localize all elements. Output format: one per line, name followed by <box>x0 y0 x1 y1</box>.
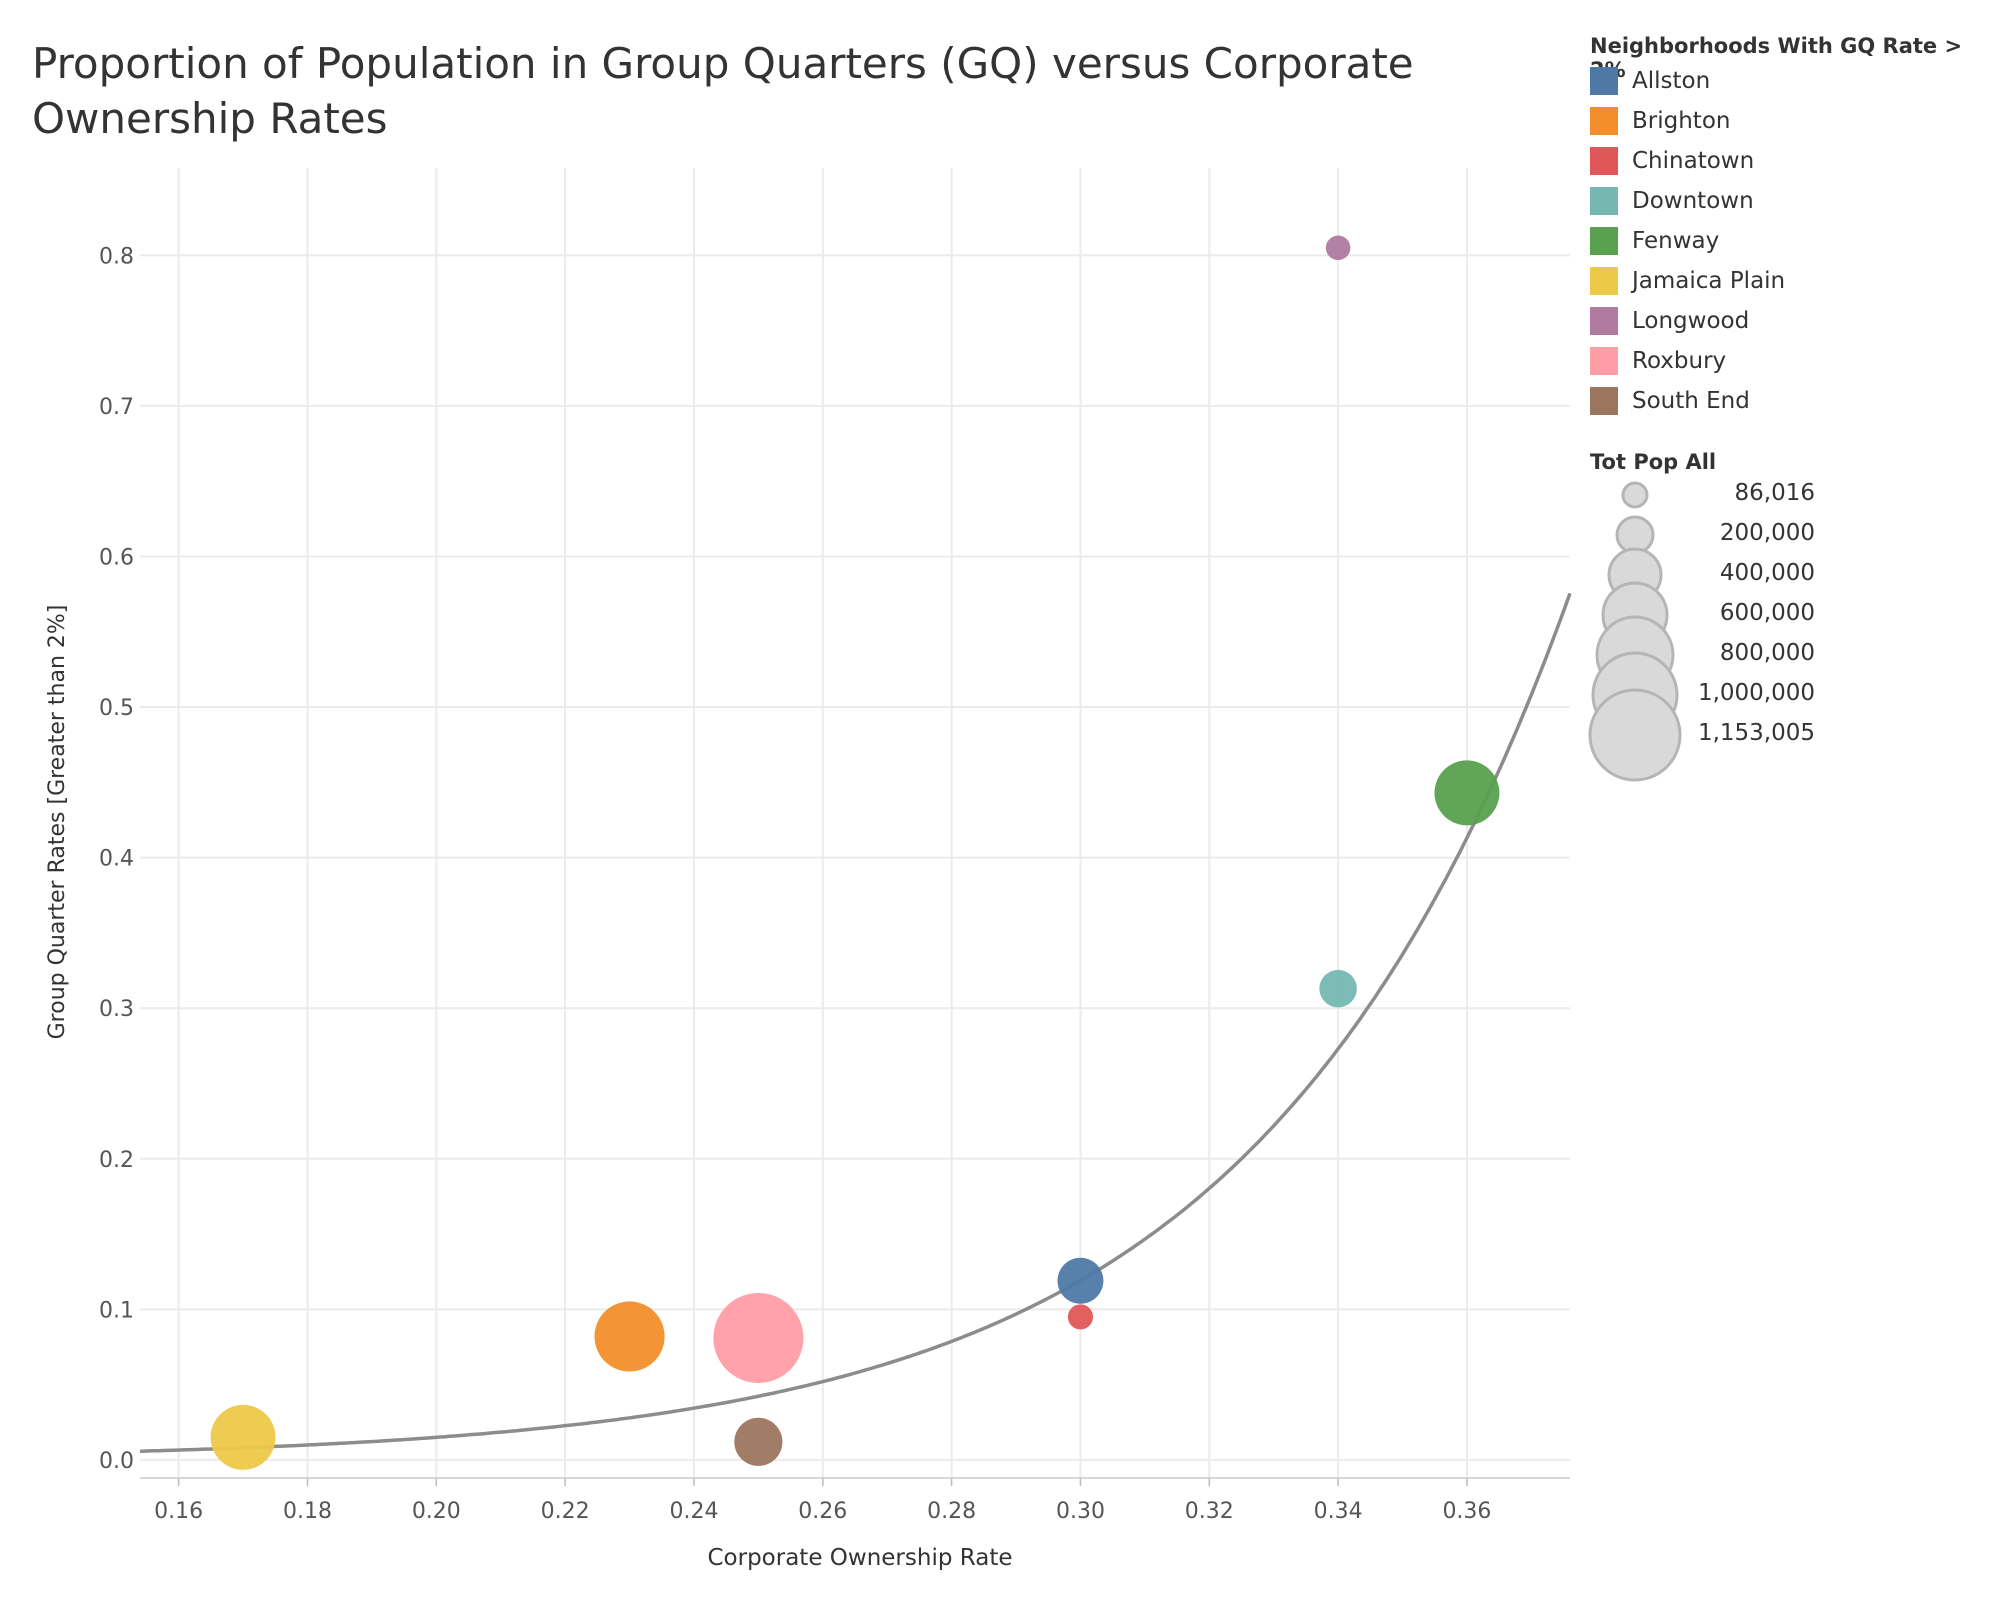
size-legend-circles <box>1588 481 1682 782</box>
legend-item-jamaica-plain[interactable]: Jamaica Plain <box>1590 266 1785 296</box>
legend-item-south-end[interactable]: South End <box>1590 386 1750 416</box>
x-tick-label: 0.30 <box>1056 1499 1105 1524</box>
y-axis-label: Group Quarter Rates [Greater than 2%] <box>45 605 70 1040</box>
x-tick-label: 0.36 <box>1442 1499 1491 1524</box>
point-allston[interactable] <box>1057 1257 1104 1304</box>
y-tick-label: 0.3 <box>99 997 134 1022</box>
y-tick-label: 0.7 <box>99 395 134 420</box>
legend-item-fenway[interactable]: Fenway <box>1590 226 1719 256</box>
x-tick-label: 0.18 <box>283 1499 332 1524</box>
size-legend-label: 400,000 <box>1719 560 1815 586</box>
legend-swatch <box>1590 107 1618 135</box>
data-points <box>210 235 1500 1470</box>
legend-item-chinatown[interactable]: Chinatown <box>1590 146 1754 176</box>
legend-label: Brighton <box>1632 108 1731 134</box>
point-longwood[interactable] <box>1325 235 1351 261</box>
legend-swatch <box>1590 307 1618 335</box>
legend-swatch <box>1590 267 1618 295</box>
point-chinatown[interactable] <box>1067 1304 1094 1330</box>
legend-label: Jamaica Plain <box>1632 268 1786 294</box>
y-tick-label: 0.2 <box>99 1148 134 1173</box>
point-roxbury[interactable] <box>713 1292 804 1383</box>
x-tick-label: 0.34 <box>1314 1499 1363 1524</box>
y-tick-label: 0.5 <box>99 696 134 721</box>
legend-swatch <box>1590 387 1618 415</box>
y-tick-label: 0.6 <box>99 545 134 570</box>
x-axis-label: Corporate Ownership Rate <box>708 1545 1013 1571</box>
point-fenway[interactable] <box>1434 760 1500 826</box>
trend-line-group <box>139 592 1572 1453</box>
point-jamaica-plain[interactable] <box>210 1404 276 1470</box>
legend-item-longwood[interactable]: Longwood <box>1590 306 1749 336</box>
point-south-end[interactable] <box>734 1417 783 1466</box>
x-tick-label: 0.22 <box>541 1499 590 1524</box>
size-legend-label: 1,153,005 <box>1697 720 1815 746</box>
legend-swatch <box>1590 67 1618 95</box>
size-legend-label: 600,000 <box>1719 600 1815 626</box>
trend-line <box>139 592 1572 1453</box>
size-legend-title: Tot Pop All <box>1590 450 1717 474</box>
point-downtown[interactable] <box>1319 969 1357 1008</box>
size-legend-circle <box>1621 481 1649 509</box>
x-tick-label: 0.28 <box>927 1499 976 1524</box>
legend-swatch <box>1590 347 1618 375</box>
legend-swatch <box>1590 187 1618 215</box>
size-legend-circle <box>1588 688 1682 782</box>
size-legend-label: 1,000,000 <box>1697 680 1815 706</box>
legend-swatch <box>1590 147 1618 175</box>
x-tick-label: 0.32 <box>1185 1499 1234 1524</box>
size-legend-label: 86,016 <box>1734 480 1815 506</box>
x-tick-label: 0.16 <box>154 1499 203 1524</box>
x-tick-label: 0.26 <box>798 1499 847 1524</box>
legend-label: Chinatown <box>1632 148 1755 174</box>
x-tick-label: 0.20 <box>412 1499 461 1524</box>
axes: 0.16 0.18 0.20 0.22 0.24 0.26 0.28 0.30 0.32 0.34… <box>99 244 1570 1524</box>
legend-label: Fenway <box>1632 228 1720 254</box>
size-legend-label: 800,000 <box>1719 640 1815 666</box>
grid-lines <box>140 168 1570 1478</box>
legend-item-brighton[interactable]: Brighton <box>1590 106 1730 136</box>
legend-item-downtown[interactable]: Downtown <box>1590 186 1754 216</box>
y-tick-label: 0.8 <box>99 244 134 269</box>
legend-label: Roxbury <box>1632 348 1727 374</box>
legend-swatch <box>1590 227 1618 255</box>
x-tick-label: 0.24 <box>669 1499 718 1524</box>
legend-label: Allston <box>1632 68 1711 94</box>
chart-title: Proportion of Population in Group Quarte… <box>32 39 1414 143</box>
point-brighton[interactable] <box>594 1301 665 1372</box>
size-legend-label: 200,000 <box>1719 520 1815 546</box>
legend-item-roxbury[interactable]: Roxbury <box>1590 346 1726 376</box>
legend-label: Downtown <box>1632 188 1754 214</box>
legend-label: South End <box>1632 388 1750 414</box>
legend-label: Longwood <box>1632 308 1750 334</box>
y-tick-label: 0.4 <box>99 847 134 872</box>
y-tick-label: 0.0 <box>99 1449 134 1474</box>
y-tick-label: 0.1 <box>99 1298 134 1323</box>
legend-item-allston[interactable]: Allston <box>1590 66 1710 96</box>
